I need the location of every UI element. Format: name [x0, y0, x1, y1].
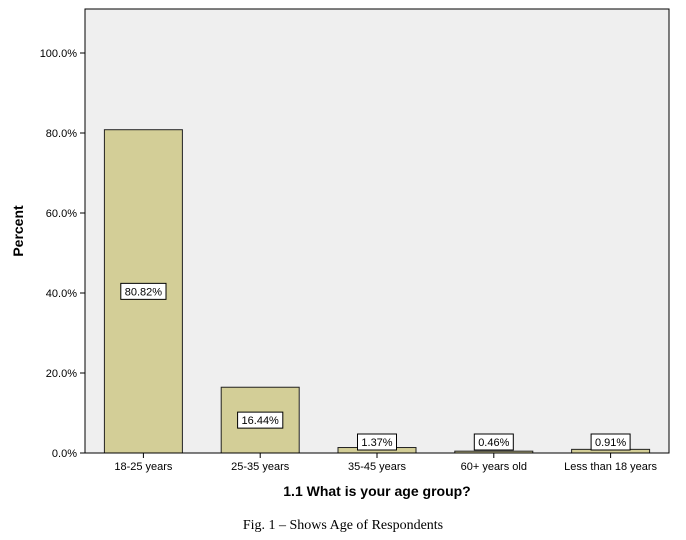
x-tick-label: 60+ years old — [461, 461, 527, 473]
x-tick-label: 35-45 years — [348, 461, 407, 473]
data-label-box — [473, 433, 514, 451]
data-label-box — [237, 411, 284, 429]
data-label-box — [357, 433, 397, 451]
x-axis-title: 1.1 What is your age group? — [283, 483, 470, 499]
data-label-box — [590, 433, 631, 451]
data-label: 80.82% — [125, 286, 163, 298]
y-tick-label: 0.0% — [52, 448, 77, 460]
y-tick-label: 80.0% — [46, 128, 77, 140]
x-tick-label: 18-25 years — [114, 461, 173, 473]
x-tick-label: Less than 18 years — [564, 461, 657, 473]
data-label: 0.91% — [595, 437, 626, 449]
data-label: 16.44% — [242, 415, 280, 427]
data-labels: 80.82% 16.44% 1.37% 0.46% 0.91% — [120, 282, 631, 451]
y-axis-title: Percent — [10, 205, 26, 257]
y-tick-label: 40.0% — [46, 288, 77, 300]
data-label: 0.46% — [478, 437, 509, 449]
y-tick-label: 60.0% — [46, 208, 77, 220]
y-tick-label: 100.0% — [40, 48, 78, 60]
y-tick-label: 20.0% — [46, 368, 77, 380]
data-label-box — [120, 282, 167, 300]
data-label: 1.37% — [361, 437, 392, 449]
y-ticks: 0.0% 20.0% 40.0% 60.0% 80.0% 100.0% — [40, 48, 85, 460]
x-tick-label: 25-35 years — [231, 461, 290, 473]
x-ticks: 18-25 years 25-35 years 35-45 years 60+ yea… — [114, 453, 658, 473]
figure-caption: Fig. 1 – Shows Age of Respondents — [242, 518, 444, 533]
